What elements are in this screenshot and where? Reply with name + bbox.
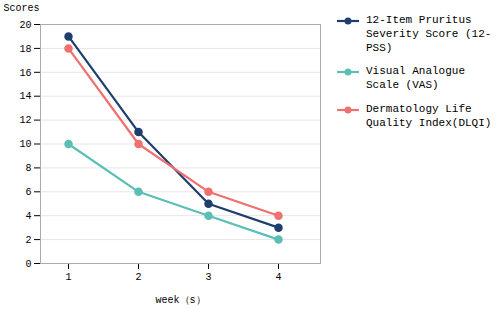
svg-text:2: 2 <box>135 272 141 283</box>
svg-text:3: 3 <box>205 272 211 283</box>
svg-text:10: 10 <box>19 139 31 150</box>
svg-text:14: 14 <box>19 91 31 102</box>
svg-text:12: 12 <box>19 115 31 126</box>
svg-text:8: 8 <box>25 163 31 174</box>
html-text:12-Item Pruritus Severity Scor: 12-Item Pruritus Severity Score (12- PSS… <box>366 14 492 54</box>
svg-text:18: 18 <box>19 44 31 55</box>
html-text:Visual Analogue Scale (VAS): Visual Analogue Scale (VAS) <box>366 65 465 91</box>
svg-text:20: 20 <box>19 20 31 31</box>
svg-text:Scores: Scores <box>4 3 40 14</box>
svg-text:4: 4 <box>25 211 31 222</box>
svg-text:16: 16 <box>19 68 31 79</box>
svg-text:2: 2 <box>25 235 31 246</box>
html-text:Dermatology Life Quality Index: Dermatology Life Quality Index(DLQI) <box>366 102 492 129</box>
svg-text:4: 4 <box>275 272 281 283</box>
svg-text:week（s）: week（s） <box>155 295 205 306</box>
svg-text:0: 0 <box>25 259 31 270</box>
svg-text:6: 6 <box>25 187 31 198</box>
svg-text:1: 1 <box>65 272 71 283</box>
